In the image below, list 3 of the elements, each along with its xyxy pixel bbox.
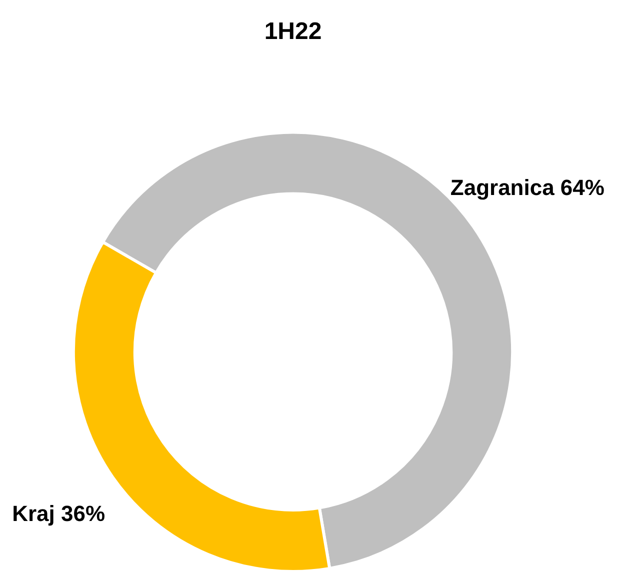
chart-title: 1H22 bbox=[264, 18, 322, 46]
slice-label: Kraj 36% bbox=[12, 500, 106, 526]
slice-label: Zagranica 64% bbox=[450, 175, 604, 200]
